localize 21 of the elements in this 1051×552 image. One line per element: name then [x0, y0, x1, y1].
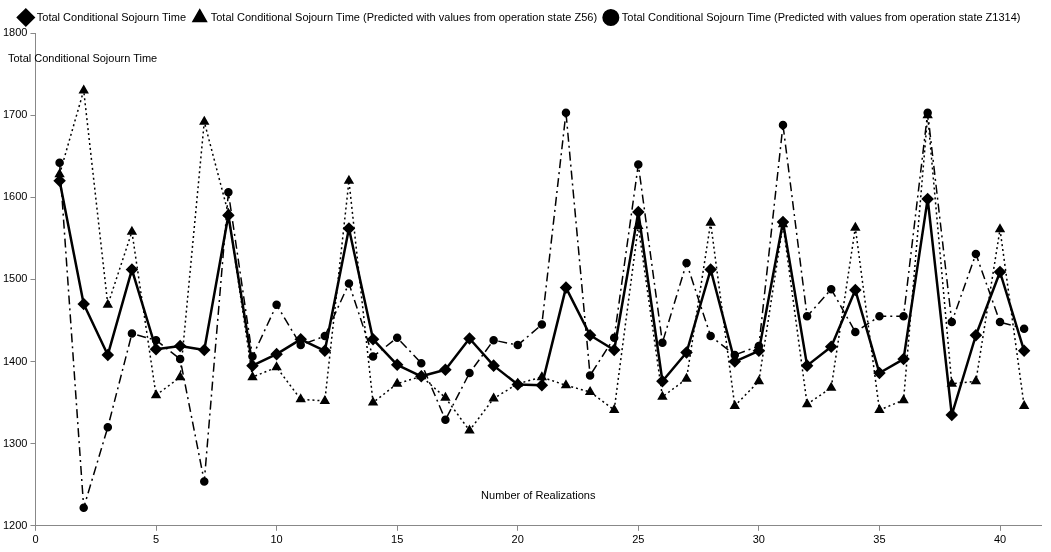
x-tick-label: 0 [32, 533, 39, 546]
x-tick-label: 15 [391, 533, 404, 546]
y-axis-title: Total Conditional Sojourn Time [8, 52, 158, 65]
y-tick-label: 1700 [2, 108, 28, 121]
y-tick-label: 1400 [2, 354, 28, 367]
y-tick-label: 1200 [2, 518, 28, 531]
y-tick-label: 1500 [2, 272, 28, 285]
legend-label: Total Conditional Sojourn Time (Predicted with values from operation state Z1314) [621, 10, 1021, 23]
x-tick-label: 5 [152, 533, 160, 546]
x-tick-label: 10 [270, 533, 283, 546]
y-tick-label: 1600 [2, 190, 28, 203]
x-tick-label: 35 [873, 533, 886, 546]
y-tick-label: 1300 [2, 436, 28, 449]
x-tick-label: 25 [632, 533, 645, 546]
legend-label: Total Conditional Sojourn Time (Predicted with values from operation state Z56) [210, 10, 598, 23]
x-tick-label: 20 [511, 533, 524, 546]
x-tick-label: 30 [752, 533, 765, 546]
x-tick-label: 40 [993, 533, 1007, 546]
x-axis-title: Number of Realizations [481, 488, 596, 501]
y-tick-label: 1800 [2, 26, 28, 39]
legend-label: Total Conditional Sojourn Time [36, 10, 187, 23]
